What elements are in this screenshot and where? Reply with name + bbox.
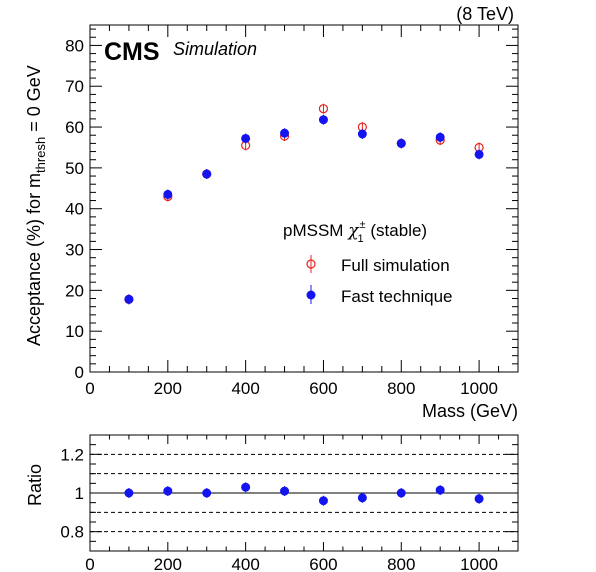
fast-technique-point [435,132,445,142]
legend-label-fast: Fast technique [341,287,453,306]
ratio-point [280,486,290,496]
y-tick-label: 40 [65,200,84,219]
top-panel-frame [89,24,519,373]
x-tick-label: 800 [387,555,415,572]
y-tick-label: 10 [65,322,84,341]
ratio-point [357,493,367,503]
legend-marker-fast [306,285,316,304]
x-tick-label: 400 [231,379,259,398]
bottom-panel-ticks: 0 200 400 600 800 1000 0.8 1 1.2 [60,434,519,572]
y-tick-label: 0 [75,363,84,382]
x-tick-label: 800 [387,379,415,398]
ratio-point [435,485,445,495]
legend-title-sub: 1 [358,233,364,245]
y-axis-title-sub: thresh [33,137,48,173]
legend-title-chi: χ [347,221,360,241]
y-axis-title: Acceptance (%) for mthresh = 0 GeV [24,65,48,346]
x-tick-label: 400 [231,555,259,572]
fast-technique-point [396,138,406,148]
ratio-y-tick-label: 1 [75,484,84,503]
ratio-y-tick-label: 1.2 [60,445,84,464]
ratio-point [124,488,134,498]
x-tick-label: 1000 [460,379,498,398]
fast-technique-point [124,294,134,304]
ratio-point [474,494,484,504]
fast-technique-point [202,169,212,179]
legend-title: pMSSM χ± 1 (stable) [283,219,427,245]
ratio-axis-title: Ratio [25,464,45,506]
fast-technique-point [241,133,251,143]
y-tick-label: 70 [65,77,84,96]
ratio-y-tick-label: 0.8 [60,523,84,542]
x-axis-title: Mass (GeV) [422,401,518,421]
x-tick-label: 600 [309,555,337,572]
fast-technique-point [280,128,290,138]
y-tick-label: 60 [65,118,84,137]
legend-title-main: pMSSM [283,221,348,240]
x-tick-label: 200 [154,379,182,398]
legend-marker-full [306,255,316,273]
y-axis-title-main: Acceptance (%) for m [24,173,44,346]
top-panel-ticks: 0 200 400 600 800 1000 0 10 20 30 40 50 60 70 80 [65,25,519,398]
x-tick-label: 1000 [460,555,498,572]
x-tick-label: 0 [85,379,94,398]
fast-technique-point [163,189,173,199]
ratio-point [202,488,212,498]
y-tick-label: 50 [65,159,84,178]
legend-title-sup: ± [360,219,366,231]
y-axis-title-tail: = 0 GeV [24,65,44,137]
energy-label: (8 TeV) [456,4,514,24]
y-tick-label: 20 [65,281,84,300]
ratio-point [241,482,251,492]
top-panel-points [124,103,484,305]
ratio-point [396,488,406,498]
ratio-reference-lines [90,453,518,533]
legend-title-tail: (stable) [366,221,427,240]
cms-logo-text: CMS [104,38,160,66]
y-tick-label: 30 [65,241,84,260]
ratio-points [124,482,484,506]
simulation-tag: Simulation [173,39,257,59]
x-tick-label: 600 [309,379,337,398]
y-tick-label: 80 [65,36,84,55]
fast-technique-point [357,129,367,139]
ratio-point [318,496,328,506]
x-tick-label: 0 [85,555,94,572]
fast-technique-point [318,115,328,125]
legend-label-full: Full simulation [341,256,450,275]
x-tick-label: 200 [154,555,182,572]
ratio-point [163,486,173,496]
fast-technique-point [474,149,484,159]
full-sim-point [318,104,329,114]
